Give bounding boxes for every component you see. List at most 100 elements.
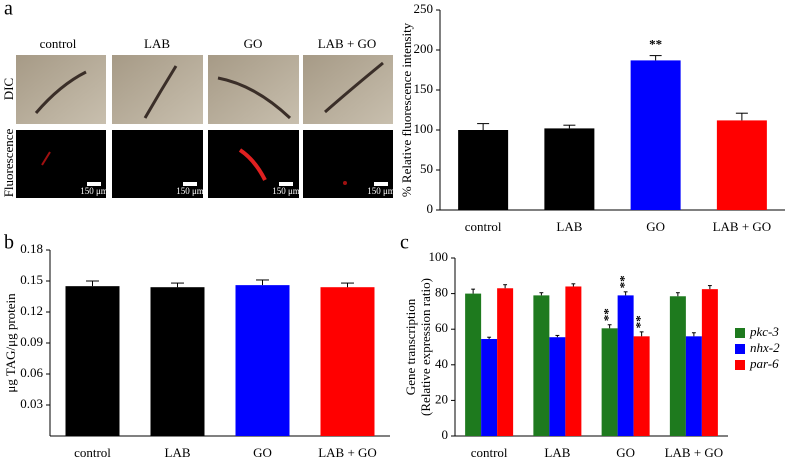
y-tick-label: 0.15 [20,272,43,287]
bar [235,285,290,436]
dic-image [112,55,203,124]
x-tick-label: control [465,219,502,234]
row-label: Fluorescence [1,128,16,197]
error-bar [649,55,662,61]
y-tick-label: 0.03 [20,396,43,411]
y-axis-label: Gene transcription [403,298,418,395]
bar [630,60,681,211]
bar [481,338,498,436]
column-label: LAB [144,36,170,51]
x-tick-label: GO [646,219,665,234]
x-tick-label: LAB [165,445,191,460]
x-tick-label: control [471,445,508,460]
panel-label: b [4,232,14,254]
bar [150,287,205,436]
y-tick-label: 0.06 [20,365,43,380]
annotation: ** [633,315,648,328]
bar [544,128,595,210]
error-bar [256,279,269,286]
scale-label: 150 μm [272,186,300,196]
y-tick-label: 50 [420,161,433,176]
signal [238,148,267,181]
scale-bar [374,182,388,186]
error-bar [171,282,184,288]
error-bar [341,282,354,288]
x-tick-label: LAB [544,445,570,460]
panel-label: a [4,0,13,20]
error-bar [707,285,712,290]
legend-swatch [735,360,745,370]
scale-bar [279,182,293,186]
bar [65,286,120,436]
y-tick-label: 40 [435,356,448,371]
y-tick-label: 80 [435,285,448,300]
bar [458,130,509,210]
error-bar [471,288,476,294]
fluorescence-image [112,130,203,198]
bar [601,328,618,436]
error-bar [571,283,576,287]
y-tick-label: 0 [442,427,449,442]
error-bar [675,292,680,297]
x-tick-label: LAB + GO [665,445,724,460]
micrographs: control LAB GO LAB + GO DIC Fluorescence… [1,36,395,198]
bar [669,296,686,436]
y-tick-label: 0.12 [20,303,43,318]
bar [497,288,514,436]
column-label: GO [244,36,263,51]
legend-label: nhx-2 [750,340,780,355]
error-bar [607,324,612,329]
worm [34,70,87,114]
scale-bar [183,182,197,186]
legend-label: par-6 [749,356,779,371]
worm [143,65,178,119]
row-label: DIC [1,78,16,100]
legend-label: pkc-3 [749,324,779,339]
error-bar [563,124,576,129]
y-tick-label: 200 [414,41,434,56]
fluorescence-image [16,130,106,198]
error-bar [555,334,560,338]
y-tick-label: 150 [414,81,434,96]
bar [617,295,634,436]
bar [320,287,375,436]
y-tick-label: 20 [435,391,448,406]
x-tick-label: GO [253,445,272,460]
x-tick-label: GO [616,445,635,460]
legend-swatch [735,344,745,354]
legend-swatch [735,328,745,338]
worm [324,61,384,114]
error-bar [477,123,490,130]
y-tick-label: 250 [414,1,434,16]
y-axis-label: % Relative fluorescence intensity [399,22,414,197]
bar [716,120,767,210]
panel-label: c [400,232,409,254]
error-bar [639,331,644,337]
y-axis-label: μg TAG/μg protein [3,293,18,393]
y-tick-label: 100 [414,121,434,136]
y-tick-label: 0.09 [20,334,43,349]
bar [685,336,702,436]
scale-label: 150 μm [80,186,108,196]
error-bar [735,112,748,121]
error-bar [487,336,492,339]
x-tick-label: LAB [556,219,582,234]
annotation: ** [601,308,616,321]
x-tick-label: control [74,445,111,460]
scale-label: 150 μm [176,186,204,196]
column-label: LAB + GO [318,36,377,51]
error-bar [503,284,508,289]
scale-label: 150 μm [367,186,395,196]
x-tick-label: LAB + GO [713,219,772,234]
bar [465,293,482,436]
signal [343,181,347,185]
bar [549,337,566,436]
annotation: ** [617,275,632,288]
scale-bar [87,182,101,186]
bar [701,289,718,436]
error-bar [539,292,544,296]
fluorescence-image [303,130,393,198]
y-tick-label: 60 [435,320,448,335]
y-tick-label: 0 [427,201,434,216]
